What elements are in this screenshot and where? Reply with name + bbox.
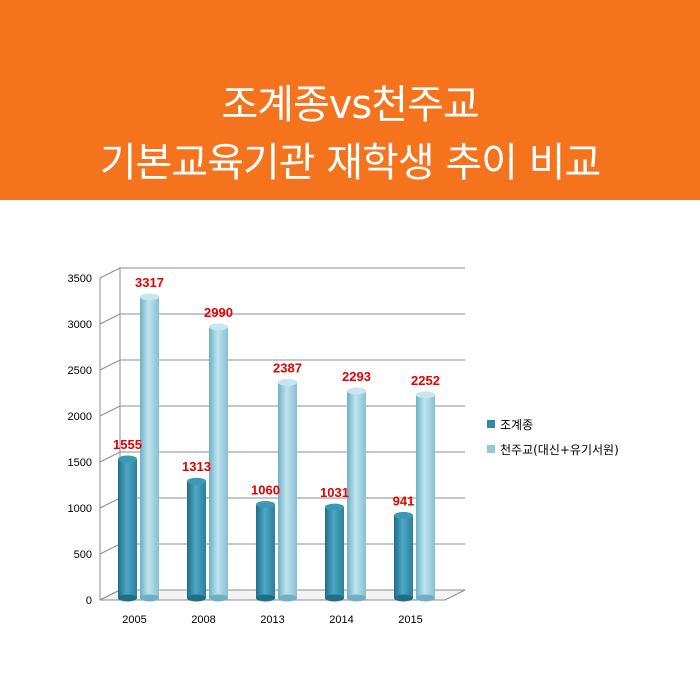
x-tick-label: 2014 [329, 614, 353, 626]
bar-base [416, 594, 435, 602]
x-tick-label: 2013 [260, 614, 284, 626]
bar-body [140, 296, 159, 598]
bar [256, 500, 275, 602]
data-label: 1060 [251, 482, 280, 497]
data-label: 2387 [273, 360, 302, 375]
bar [347, 387, 366, 602]
legend-label: 조계종 [500, 418, 533, 432]
x-tick-label: 2008 [191, 614, 215, 626]
bar-chart: 0 500 1000 1500 2000 2500 3000 3500 2005 2008 2013… [68, 267, 619, 626]
y-tick-label: 3500 [68, 273, 92, 285]
bar-base [325, 594, 344, 602]
y-tick-label: 3000 [68, 319, 92, 331]
bar [140, 293, 159, 602]
bar-cap [256, 500, 275, 508]
data-label: 2293 [342, 369, 371, 384]
bar [209, 323, 228, 602]
legend-swatch [487, 420, 495, 428]
bar-base [347, 594, 366, 602]
bar-body [394, 515, 413, 598]
bar [187, 477, 206, 602]
bar-cap [347, 387, 366, 395]
bar-body [278, 382, 297, 598]
title-line-2: 기본교육기관 재학생 추이 비교 [99, 140, 602, 186]
bar-cap [209, 323, 228, 331]
bar-body [187, 481, 206, 598]
y-tick-label: 2500 [68, 365, 92, 377]
bar [394, 511, 413, 602]
title-line-1: 조계종vs천주교 [221, 82, 479, 128]
legend-label: 천주교(대신+유기서원) [500, 442, 619, 457]
bar-cap [187, 477, 206, 485]
bar-base [278, 594, 297, 602]
bar-base [187, 594, 206, 602]
bar-body [416, 394, 435, 598]
bar [278, 378, 297, 602]
data-label: 941 [393, 493, 415, 508]
bar-cap [416, 391, 435, 399]
data-label: 1555 [113, 437, 142, 452]
data-label: 2990 [204, 305, 233, 320]
bar-body [256, 504, 275, 598]
bar-base [209, 594, 228, 602]
bar-cap [325, 503, 344, 511]
bar-body [347, 391, 366, 598]
y-tick-label: 1500 [68, 457, 92, 469]
data-label: 3317 [135, 275, 164, 290]
bar-base [140, 594, 159, 602]
bar-body [118, 458, 137, 598]
bar-cap [140, 293, 159, 301]
bar-base [256, 594, 275, 602]
data-label: 2252 [411, 373, 440, 388]
y-tick-label: 2000 [68, 411, 92, 423]
bar-cap [278, 378, 297, 386]
bar-base [394, 594, 413, 602]
bar [325, 503, 344, 602]
y-tick-label: 0 [86, 595, 92, 607]
bar-body [209, 326, 228, 598]
bar-body [325, 507, 344, 598]
bar-cap [118, 455, 137, 463]
legend-swatch [487, 445, 495, 453]
data-label: 1031 [320, 485, 349, 500]
bar-base [118, 594, 137, 602]
x-tick-label: 2005 [122, 614, 146, 626]
bar-cap [394, 511, 413, 519]
title-banner: 조계종vs천주교 기본교육기관 재학생 추이 비교 [0, 0, 700, 200]
x-tick-label: 2015 [398, 614, 422, 626]
data-label: 1313 [182, 459, 211, 474]
y-tick-label: 500 [74, 549, 92, 561]
bar [118, 455, 137, 602]
bar [416, 391, 435, 602]
y-tick-label: 1000 [68, 503, 92, 515]
